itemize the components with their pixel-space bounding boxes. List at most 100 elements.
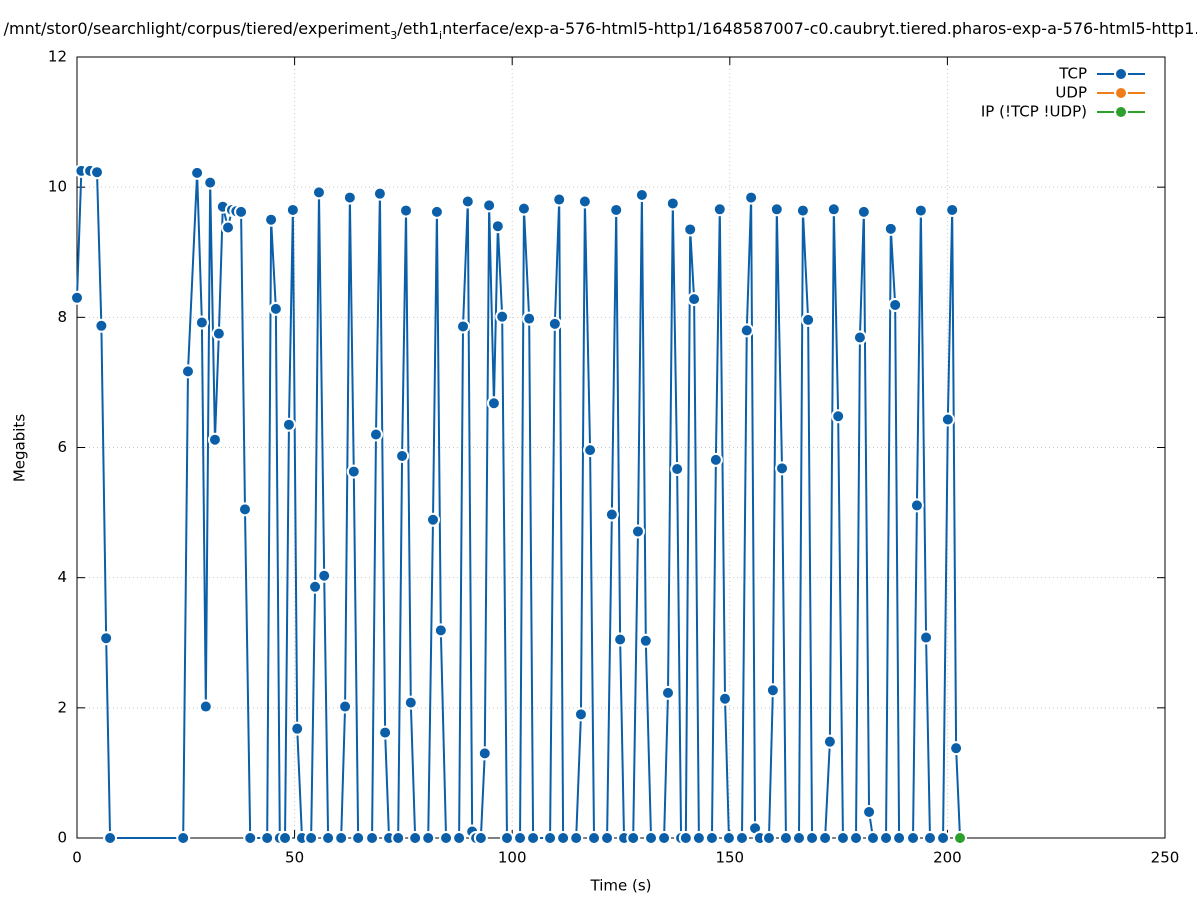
data-point (856, 204, 871, 219)
x-tick-label: 200 (933, 849, 962, 867)
data-point (769, 202, 784, 217)
data-point (600, 831, 615, 845)
data-point (452, 831, 467, 845)
data-point (439, 831, 454, 845)
data-point (176, 831, 191, 845)
data-point (657, 831, 672, 845)
data-point (721, 831, 736, 845)
data-point (765, 683, 780, 698)
data-point (644, 831, 659, 845)
data-point (626, 831, 641, 845)
data-point (569, 831, 584, 845)
y-axis-label: Megabits (11, 414, 29, 482)
data-point (852, 330, 867, 345)
data-point (888, 297, 903, 312)
data-point (526, 831, 541, 845)
data-point (421, 831, 436, 845)
x-tick-label: 150 (715, 849, 744, 867)
data-point (761, 831, 776, 845)
data-point (734, 831, 749, 845)
data-point (791, 831, 806, 845)
data-point (712, 202, 727, 217)
data-point (194, 315, 209, 330)
data-point (778, 831, 793, 845)
data-point (260, 831, 275, 845)
data-point (613, 632, 628, 647)
y-tick-label: 2 (57, 698, 67, 716)
data-point (665, 196, 680, 211)
legend-label: TCP (1058, 65, 1087, 83)
data-point (892, 831, 907, 845)
title-part: i (439, 29, 442, 42)
data-point (473, 831, 488, 845)
data-point (739, 323, 754, 338)
x-axis-label: Time (s) (590, 877, 652, 895)
data-point (304, 831, 319, 845)
data-point (835, 831, 850, 845)
title-part: nterface/exp-a-576-html5-http1/164858700… (442, 19, 1197, 38)
data-point (477, 746, 492, 761)
data-point (879, 831, 894, 845)
legend-label: UDP (1055, 84, 1087, 102)
data-point (945, 202, 960, 217)
data-point (243, 831, 258, 845)
data-point (718, 691, 733, 706)
data-point (285, 202, 300, 217)
data-point (378, 725, 393, 740)
title-part: 3 (390, 29, 397, 42)
data-point (704, 831, 719, 845)
data-point (290, 721, 305, 736)
data-point (953, 831, 968, 845)
data-point (708, 452, 723, 467)
data-point (849, 831, 864, 845)
data-point (317, 568, 332, 583)
data-point (922, 831, 937, 845)
data-point (913, 203, 928, 218)
legend-marker (1114, 86, 1128, 100)
y-tick-label: 6 (57, 438, 67, 456)
data-point (391, 831, 406, 845)
data-point (634, 187, 649, 202)
data-point (940, 412, 955, 427)
title-part: /eth1 (397, 19, 439, 38)
y-tick-label: 4 (57, 568, 67, 586)
data-point (490, 219, 505, 234)
data-point (949, 741, 964, 756)
data-point (556, 831, 571, 845)
data-point (338, 699, 353, 714)
data-point (906, 831, 921, 845)
data-point (865, 831, 880, 845)
x-tick-label: 250 (1151, 849, 1180, 867)
data-point (99, 631, 114, 646)
data-point (103, 831, 118, 845)
data-point (822, 734, 837, 749)
data-point (180, 364, 195, 379)
data-point (683, 222, 698, 237)
data-point (661, 685, 676, 700)
data-point (334, 831, 349, 845)
data-point (198, 699, 213, 714)
data-point (311, 185, 326, 200)
data-point (543, 831, 558, 845)
data-point (883, 221, 898, 236)
data-point (909, 498, 924, 513)
data-point (826, 202, 841, 217)
data-point (211, 326, 226, 341)
data-point (744, 190, 759, 205)
data-point (801, 312, 816, 327)
data-point (433, 623, 448, 638)
data-point (691, 831, 706, 845)
data-point (687, 292, 702, 307)
y-tick-label: 8 (57, 308, 67, 326)
data-point (190, 165, 205, 180)
data-point (583, 443, 598, 458)
title-part: /mnt/stor0/searchlight/corpus/tiered/exp… (4, 19, 391, 38)
data-point (346, 464, 361, 479)
data-point (403, 695, 418, 710)
data-point (308, 579, 323, 594)
data-point (818, 831, 833, 845)
data-point (399, 203, 414, 218)
data-point (604, 507, 619, 522)
data-point (321, 831, 336, 845)
